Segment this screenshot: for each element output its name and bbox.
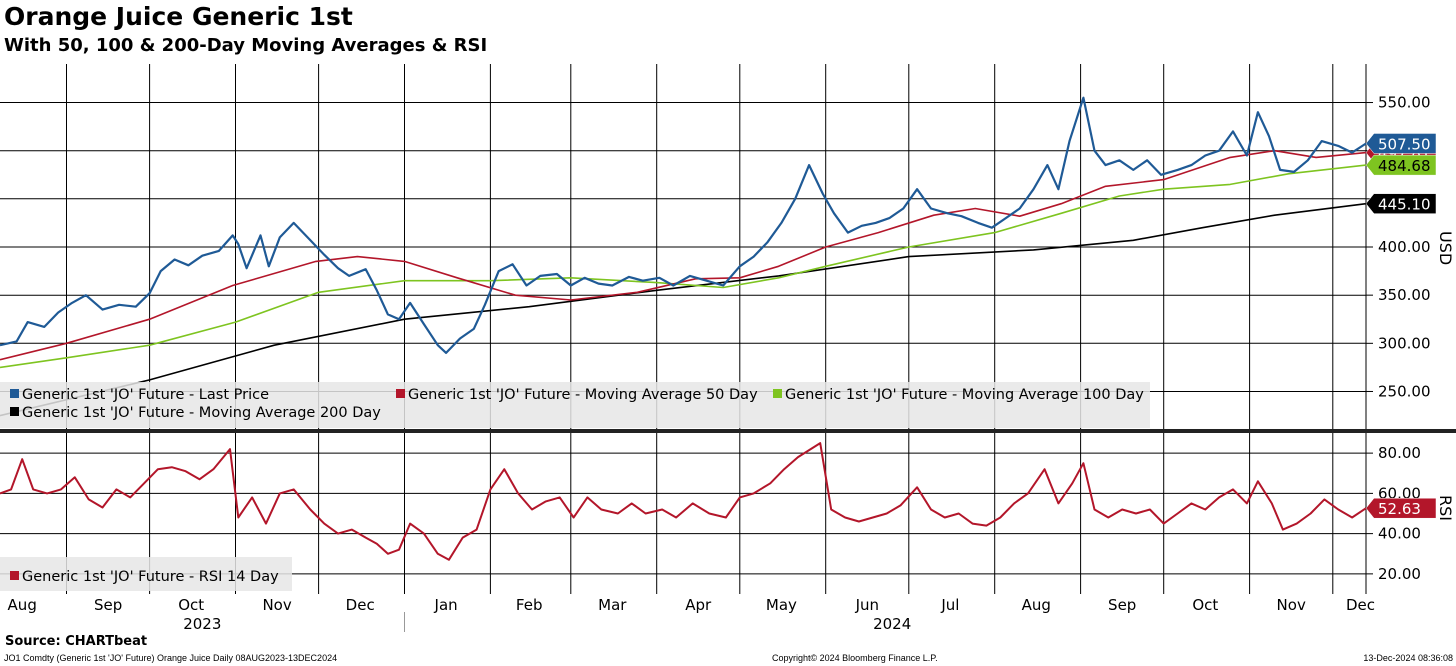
rsi-tick-label: 40.00 — [1378, 525, 1421, 543]
x-tick-label: Feb — [516, 596, 543, 614]
legend-swatch — [10, 571, 19, 580]
ma100-last-value-tag-box — [1365, 154, 1437, 176]
x-tick-label: Aug — [1022, 596, 1051, 614]
legend-swatch — [10, 389, 19, 398]
last-price-value-tag: 507.50 — [1365, 133, 1437, 154]
last-price-value-tag-label: 507.50 — [1378, 135, 1431, 153]
rsi-last-value-tag-label: 52.63 — [1378, 500, 1421, 518]
rsi-legend-background — [0, 557, 292, 591]
security-description: JO1 Comdty (Generic 1st 'JO' Future) Ora… — [4, 653, 338, 663]
legend-swatch — [773, 389, 782, 398]
x-tick-label: Jul — [940, 596, 959, 614]
series-line-ma100 — [0, 164, 1367, 369]
x-tick-label: Nov — [262, 596, 291, 614]
legend-entry: Generic 1st 'JO' Future - Moving Average… — [408, 387, 758, 403]
x-tick-label: Jun — [855, 596, 879, 614]
rsi-last-value-tag-box — [1365, 497, 1437, 519]
ma200-last-value-tag: 445.10 — [1365, 193, 1437, 214]
price-tick-label: 400.00 — [1378, 238, 1431, 256]
series-line-ma50 — [0, 149, 1367, 361]
panel-divider — [0, 429, 1456, 433]
rsi-tick-label: 20.00 — [1378, 565, 1421, 583]
x-tick-label: Dec — [346, 596, 375, 614]
x-tick-label: May — [766, 596, 797, 614]
source-note: Source: CHARTbeat — [5, 634, 148, 649]
x-tick-label: Sep — [1108, 596, 1136, 614]
legend-entry: Generic 1st 'JO' Future - Moving Average… — [22, 405, 381, 421]
x-tick-label: Oct — [1192, 596, 1218, 614]
x-tick-label: Oct — [178, 596, 204, 614]
x-tick-label: Dec — [1346, 596, 1375, 614]
legend-swatch — [10, 407, 19, 416]
price-legend-background — [0, 382, 1150, 428]
last-price-value-tag-box — [1365, 133, 1437, 154]
rsi-last-value-tag: 52.63 — [1365, 497, 1437, 519]
chart-title: Orange Juice Generic 1st — [4, 2, 353, 31]
ma200-last-value-tag-box — [1365, 193, 1437, 214]
x-tick-label: Mar — [598, 596, 627, 614]
price-tick-label: 300.00 — [1378, 334, 1431, 352]
price-tick-label: 350.00 — [1378, 286, 1431, 304]
timestamp: 13-Dec-2024 08:36:08 — [1363, 653, 1453, 663]
rsi-tick-label: 80.00 — [1378, 444, 1421, 462]
legend-swatch — [396, 389, 405, 398]
legend-entry: Generic 1st 'JO' Future - RSI 14 Day — [22, 569, 279, 585]
x-tick-label: Aug — [8, 596, 37, 614]
copyright-note: Copyright© 2024 Bloomberg Finance L.P. — [772, 653, 938, 663]
ma200-last-value-tag-label: 445.10 — [1378, 196, 1431, 214]
series-line-ma200 — [0, 202, 1367, 417]
ma100-last-value-tag: 484.68 — [1365, 154, 1437, 176]
x-tick-label: Nov — [1277, 596, 1306, 614]
x-tick-label: Sep — [94, 596, 122, 614]
rsi-legend: Generic 1st 'JO' Future - RSI 14 Day — [0, 557, 292, 591]
x-tick-label: Jan — [434, 596, 458, 614]
rsi-tick-label: 60.00 — [1378, 484, 1421, 502]
chart-subtitle: With 50, 100 & 200-Day Moving Averages &… — [4, 35, 488, 56]
price-axis-title: USD — [1436, 231, 1455, 265]
price-tick-label: 250.00 — [1378, 382, 1431, 400]
rsi-axis-title: RSI — [1436, 495, 1455, 521]
ma100-last-value-tag-label: 484.68 — [1378, 157, 1431, 175]
x-tick-label: Apr — [685, 596, 712, 614]
chart-canvas: 250.00 300.00 350.00 400.00 550.00 20.00 40.00… — [0, 64, 1456, 633]
legend-entry: Generic 1st 'JO' Future - Last Price — [22, 387, 269, 403]
price-legend: Generic 1st 'JO' Future - Last Price Gene… — [0, 382, 1150, 428]
series-line-last-price — [0, 96, 1367, 354]
price-tick-label: 550.00 — [1378, 94, 1431, 112]
x-year-label: 2023 — [183, 615, 221, 633]
x-year-label: 2024 — [873, 615, 911, 633]
series-line-rsi14 — [0, 442, 1367, 561]
legend-entry: Generic 1st 'JO' Future - Moving Average… — [785, 387, 1144, 403]
